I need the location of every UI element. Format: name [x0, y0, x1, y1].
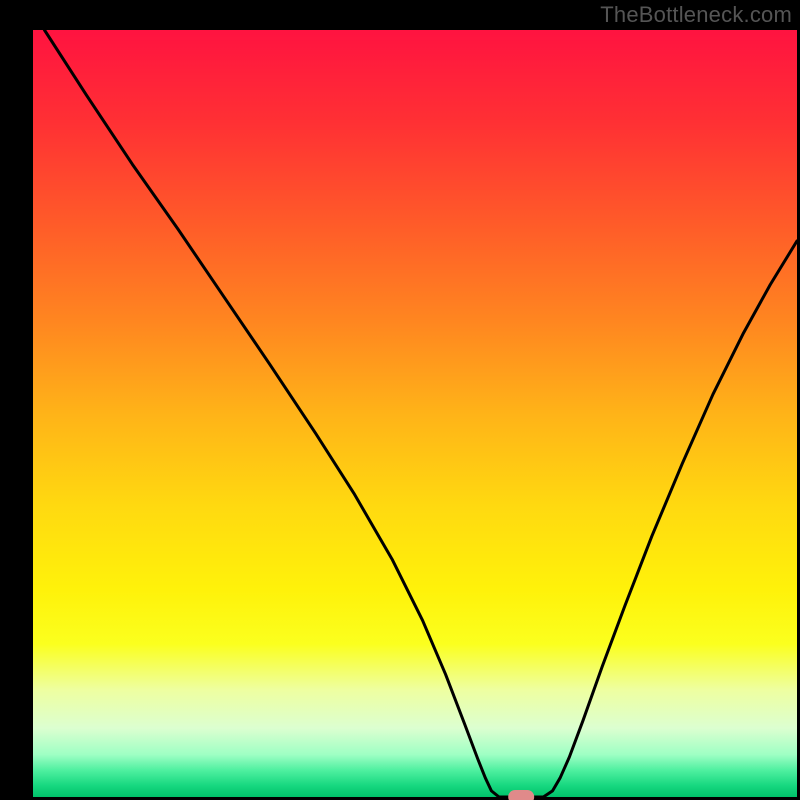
plot-area — [33, 30, 797, 797]
bottleneck-marker[interactable] — [508, 790, 534, 800]
chart-svg — [0, 0, 800, 800]
watermark-label: TheBottleneck.com — [600, 2, 792, 28]
chart-stage: TheBottleneck.com — [0, 0, 800, 800]
